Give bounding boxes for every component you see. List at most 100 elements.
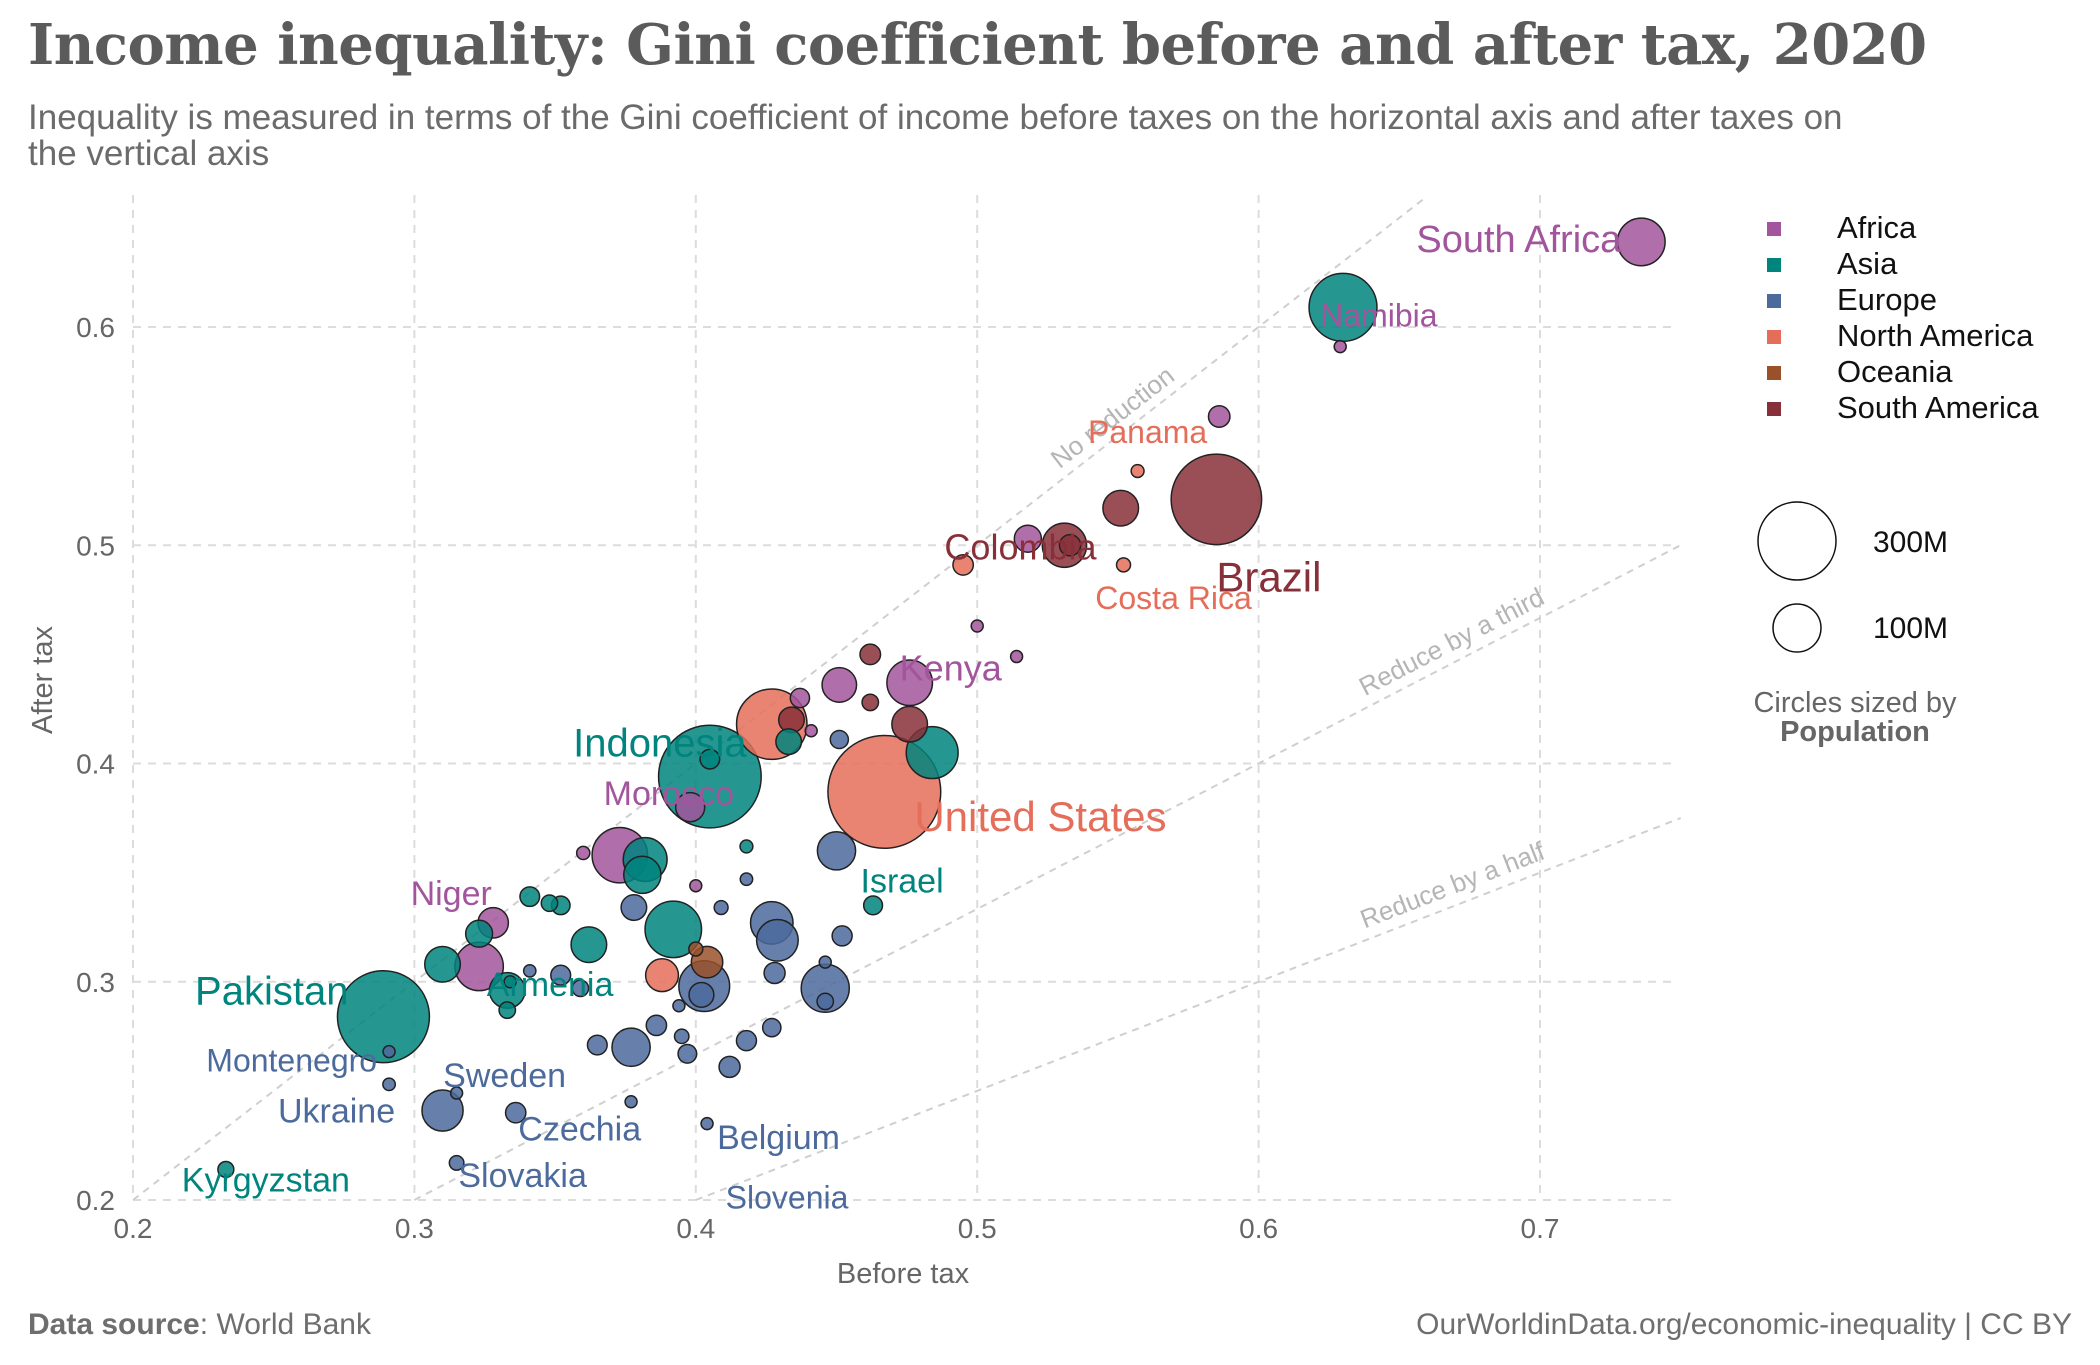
size-legend-label: 300M (1873, 526, 1948, 559)
data-point[interactable] (586, 1034, 608, 1056)
data-point[interactable] (449, 1086, 464, 1100)
data-point[interactable] (718, 1055, 741, 1079)
data-point[interactable] (689, 878, 703, 893)
data-point[interactable] (1009, 649, 1024, 664)
data-point[interactable] (755, 918, 799, 962)
data-point[interactable] (519, 886, 541, 908)
data-point[interactable] (672, 999, 686, 1013)
data-point[interactable] (620, 894, 648, 922)
legend-label[interactable]: Africa (1837, 210, 1917, 245)
data-point[interactable] (861, 693, 880, 712)
point-label: Brazil (1216, 553, 1321, 600)
data-point[interactable] (739, 839, 754, 854)
data-point[interactable] (571, 979, 590, 998)
point-label: Niger (411, 875, 492, 913)
data-point[interactable] (644, 958, 680, 993)
reference-line-label: Reduce by a third (1354, 581, 1549, 701)
chart-title: Income inequality: Gini coefficient befo… (28, 12, 1927, 78)
data-point[interactable] (1115, 557, 1132, 573)
legend-label[interactable]: Asia (1837, 246, 1898, 281)
data-point[interactable] (713, 899, 729, 916)
data-point[interactable] (570, 926, 608, 964)
data-point[interactable] (700, 1116, 714, 1131)
data-point[interactable] (1333, 339, 1347, 354)
data-point[interactable] (739, 872, 754, 887)
data-point[interactable] (1013, 524, 1043, 553)
data-point[interactable] (382, 1077, 397, 1092)
point-label: Morocco (604, 775, 734, 813)
data-point[interactable] (804, 724, 818, 738)
data-point[interactable] (622, 855, 662, 895)
data-point[interactable] (540, 894, 559, 913)
data-point[interactable] (1616, 217, 1666, 267)
point-label: United States (914, 793, 1166, 840)
size-legend-caption: Circles sized by (1753, 687, 1957, 719)
data-point[interactable] (503, 975, 517, 989)
data-point[interactable] (1102, 489, 1140, 527)
legend-swatch (1767, 366, 1781, 380)
point-label: Kenya (900, 648, 1003, 689)
data-point[interactable] (699, 748, 721, 770)
point-label: Kyrgyzstan (182, 1161, 350, 1199)
y-axis-label: After tax (27, 626, 59, 734)
data-point[interactable] (763, 961, 786, 985)
data-point[interactable] (498, 1001, 517, 1020)
data-point[interactable] (1130, 463, 1145, 479)
data-point[interactable] (421, 1089, 464, 1132)
data-point[interactable] (382, 1044, 396, 1059)
data-point[interactable] (522, 963, 537, 978)
data-point[interactable] (829, 729, 850, 750)
point-label: Belgium (717, 1119, 840, 1157)
data-point[interactable] (816, 830, 857, 871)
data-point[interactable] (789, 687, 811, 709)
data-point[interactable] (1058, 533, 1082, 557)
data-point[interactable] (624, 1095, 638, 1109)
data-point[interactable] (775, 728, 803, 756)
reference-line (413, 544, 1682, 1201)
data-point[interactable] (611, 1027, 651, 1068)
data-point[interactable] (688, 981, 715, 1008)
x-tick-label: 0.4 (676, 1213, 715, 1244)
y-tick-label: 0.6 (76, 312, 115, 343)
data-point[interactable] (891, 705, 929, 743)
data-source-label: Data source (28, 1308, 200, 1341)
data-point[interactable] (821, 666, 858, 703)
credit-link[interactable]: OurWorldinData.org/economic-inequality |… (1416, 1308, 2072, 1341)
data-point[interactable] (448, 1154, 465, 1171)
data-point[interactable] (575, 845, 591, 861)
data-point[interactable] (217, 1160, 235, 1179)
data-point[interactable] (645, 1014, 668, 1037)
legend-label[interactable]: North America (1837, 318, 2034, 353)
data-point[interactable] (886, 659, 934, 707)
y-tick-label: 0.2 (76, 1185, 115, 1216)
data-point[interactable] (550, 964, 572, 986)
data-point[interactable] (688, 941, 704, 957)
legend-label[interactable]: South America (1837, 390, 2039, 425)
data-point[interactable] (952, 553, 975, 576)
data-point[interactable] (673, 1028, 690, 1045)
data-point[interactable] (1207, 404, 1231, 428)
data-point[interactable] (677, 1043, 698, 1064)
data-point[interactable] (504, 1101, 527, 1124)
size-legend-caption-bold: Population (1780, 716, 1930, 748)
data-point[interactable] (862, 895, 884, 916)
data-point[interactable] (464, 919, 494, 948)
data-point[interactable] (674, 791, 706, 823)
data-point[interactable] (761, 1017, 782, 1038)
data-point[interactable] (336, 969, 431, 1064)
data-point[interactable] (816, 992, 835, 1011)
data-point[interactable] (735, 1029, 758, 1052)
data-point[interactable] (859, 643, 882, 666)
data-point[interactable] (818, 955, 832, 969)
data-point[interactable] (1170, 453, 1263, 546)
data-point[interactable] (831, 925, 853, 947)
legend-label[interactable]: Europe (1837, 282, 1937, 317)
data-point[interactable] (970, 619, 984, 633)
reference-line-label: Reduce by a half (1356, 835, 1549, 934)
data-point[interactable] (423, 945, 462, 983)
legend-label[interactable]: Oceania (1837, 354, 1953, 389)
point-label: Montenegro (206, 1043, 377, 1079)
data-point[interactable] (644, 900, 703, 959)
